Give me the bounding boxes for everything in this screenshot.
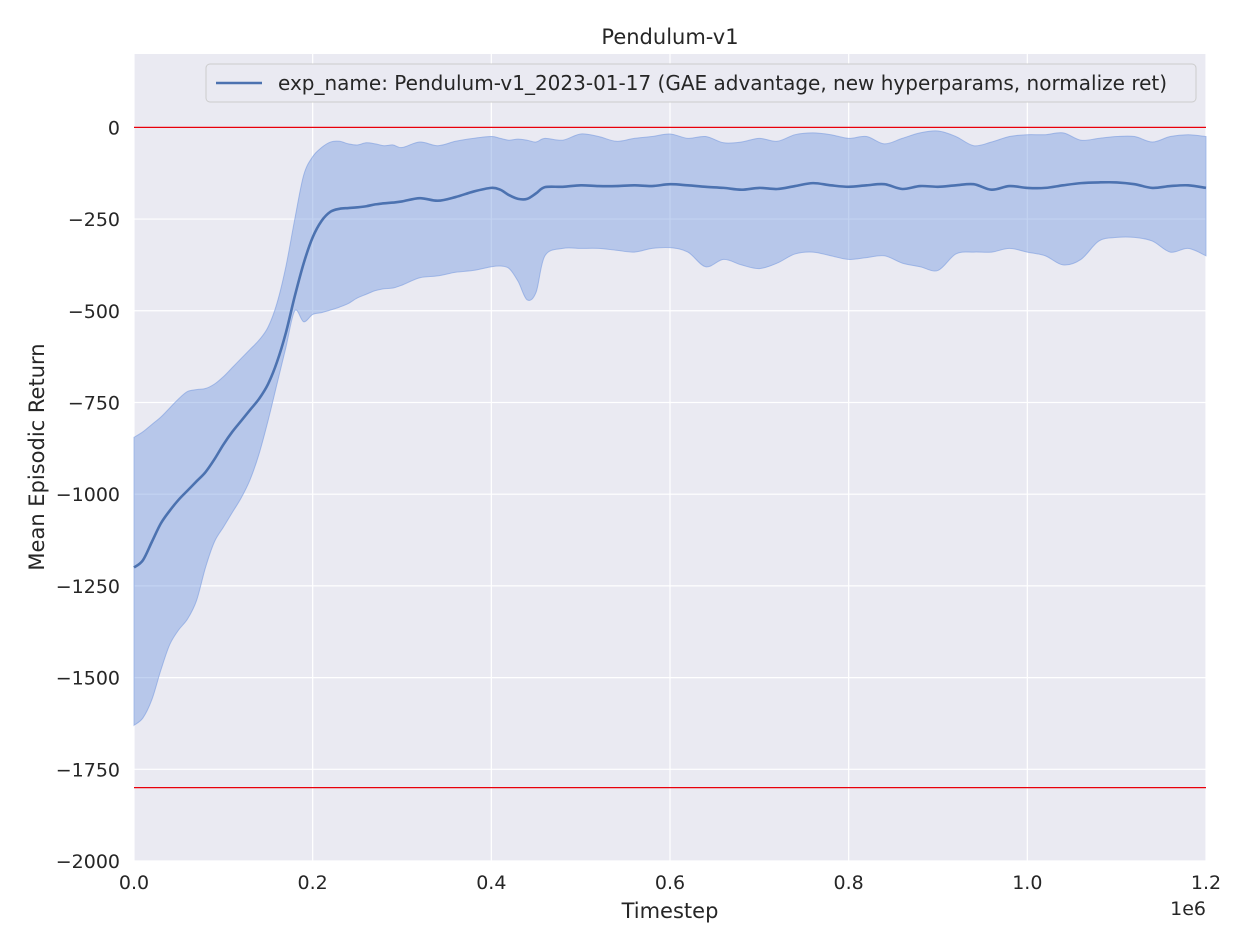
x-tick-label: 1.0 [1012, 872, 1042, 894]
y-tick-label: −250 [68, 209, 120, 231]
series-lines [133, 180, 1207, 569]
series-band [133, 130, 1207, 727]
x-tick-label: 0.4 [476, 872, 506, 894]
y-tick-labels: 0 −250 −500 −750 −1000 −1250 −1500 −1750 −2000 [56, 117, 120, 873]
x-tick-label: 0.6 [655, 872, 685, 894]
y-tick-label: −1500 [56, 668, 120, 690]
confidence-band [133, 130, 1207, 727]
x-tick-label: 1.2 [1191, 872, 1221, 894]
y-tick-label: −1000 [56, 484, 120, 506]
y-tick-label: −2000 [56, 851, 120, 873]
x-tick-label: 0.8 [834, 872, 864, 894]
y-tick-label: −1750 [56, 759, 120, 781]
y-tick-label: 0 [108, 117, 120, 139]
x-tick-label: 0.2 [298, 872, 328, 894]
x-offset-label: 1e6 [1170, 898, 1206, 920]
reference-lines [134, 126, 1206, 789]
legend-label: exp_name: Pendulum-v1_2023-01-17 (GAE ad… [278, 71, 1167, 95]
x-tick-label: 0.0 [119, 872, 149, 894]
x-axis-label: Timestep [621, 899, 719, 923]
y-axis-label: Mean Episodic Return [25, 343, 49, 570]
legend-box [205, 63, 1197, 103]
chart-title: Pendulum-v1 [601, 25, 738, 49]
series-line [133, 180, 1207, 569]
x-tick-labels: 0.0 0.2 0.4 0.6 0.8 1.0 1.2 [119, 872, 1221, 894]
y-tick-label: −1250 [56, 576, 120, 598]
legend: exp_name: Pendulum-v1_2023-01-17 (GAE ad… [205, 63, 1197, 103]
y-tick-label: −500 [68, 301, 120, 323]
y-tick-label: −750 [68, 392, 120, 414]
